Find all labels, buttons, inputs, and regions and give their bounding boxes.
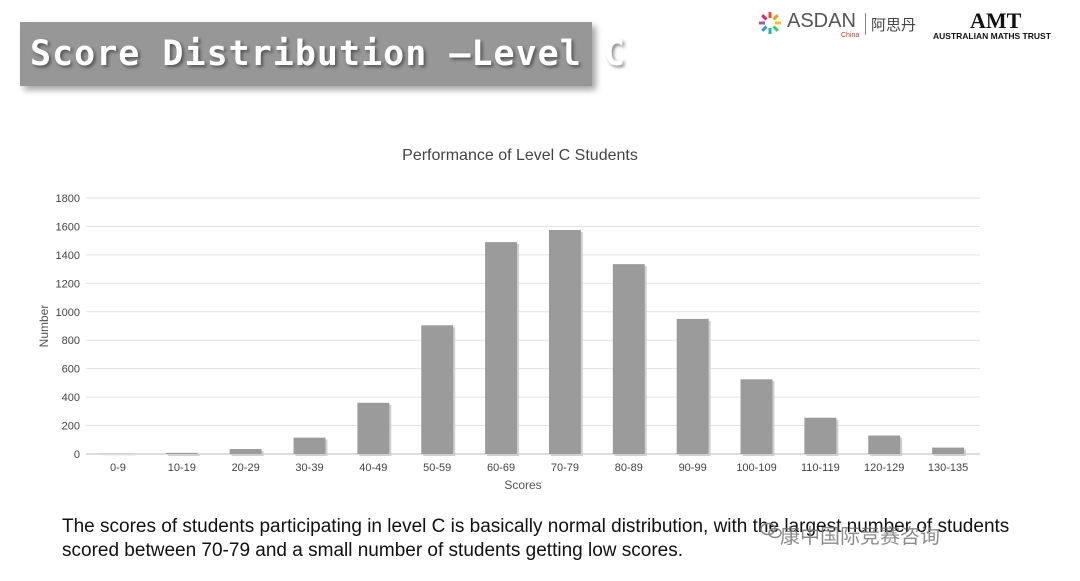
bar-100-109 [740,379,773,454]
bar-110-119 [804,417,837,454]
y-tick-label: 1600 [56,221,80,233]
bar-80-89 [612,264,645,454]
asdan-sub: China [841,32,860,39]
amt-logo: AMT AUSTRALIAN MATHS TRUST [930,8,1070,44]
x-tick-label: 40-49 [359,462,387,474]
asdan-name: ASDAN [787,10,856,32]
y-tick-label: 200 [62,421,80,433]
x-tick-label: 80-89 [615,462,643,474]
bar-shadow [167,454,200,456]
grid-lines [86,197,980,455]
bar-130-135 [932,447,965,454]
y-tick-labels: 0 200 400 600 800 1000 1200 1400 1600 1800 [56,193,80,461]
y-tick-label: 1000 [56,307,80,319]
x-tick-label: 100-109 [736,462,776,474]
bar-120-129 [868,435,901,454]
x-tick-label: 130-135 [928,462,968,474]
watermark-text: 康中国际竞赛咨询 [780,524,940,548]
bar-20-29 [229,449,262,454]
y-tick-label: 1200 [56,278,80,290]
y-tick-label: 1800 [56,193,80,205]
logo-divider [865,13,866,35]
bar-70-79 [548,230,581,454]
x-tick-labels: 0-9 10-19 20-29 30-39 40-49 50-59 60-69 70-79 80… [110,462,968,474]
y-tick-label: 1400 [56,250,80,262]
x-tick-label: 90-99 [679,462,707,474]
x-tick-label: 10-19 [168,462,196,474]
x-tick-label: 120-129 [864,462,904,474]
x-tick-label: 0-9 [110,462,126,474]
slide-title: Score Distribution —Level C [30,34,626,74]
slide-caption: The scores of students participating in … [62,516,1010,561]
bar-10-19 [165,452,198,454]
bar-50-59 [421,325,454,454]
chart-title: Performance of Level C Students [402,147,638,164]
x-tick-label: 30-39 [295,462,323,474]
asdan-flower-icon [759,12,781,34]
asdan-chinese-name: 阿思丹 [871,16,917,34]
bar-40-49 [357,402,390,454]
wechat-icon [760,522,782,539]
y-tick-label: 600 [62,364,80,376]
x-tick-label: 50-59 [423,462,451,474]
y-tick-label: 0 [74,449,80,461]
y-tick-label: 400 [62,392,80,404]
bar-90-99 [676,318,709,454]
x-tick-label: 70-79 [551,462,579,474]
x-tick-label: 110-119 [801,462,840,474]
y-axis-label: Number [37,305,51,348]
amt-mark: AMT [970,8,1022,33]
bars [101,230,967,456]
asdan-logo: ASDAN China 阿思丹 [757,10,927,44]
title-banner: Score Distribution —Level C [20,22,625,86]
y-tick-label: 800 [62,335,80,347]
bar-chart: 0 200 400 600 800 1000 1200 1400 1600 1800 0-9 10-… [37,193,980,492]
x-tick-label: 60-69 [487,462,515,474]
bar-60-69 [485,242,518,454]
amt-name: AUSTRALIAN MATHS TRUST [933,31,1051,41]
x-tick-label: 20-29 [232,462,260,474]
bar-30-39 [293,437,326,454]
x-axis-label: Scores [504,478,541,492]
